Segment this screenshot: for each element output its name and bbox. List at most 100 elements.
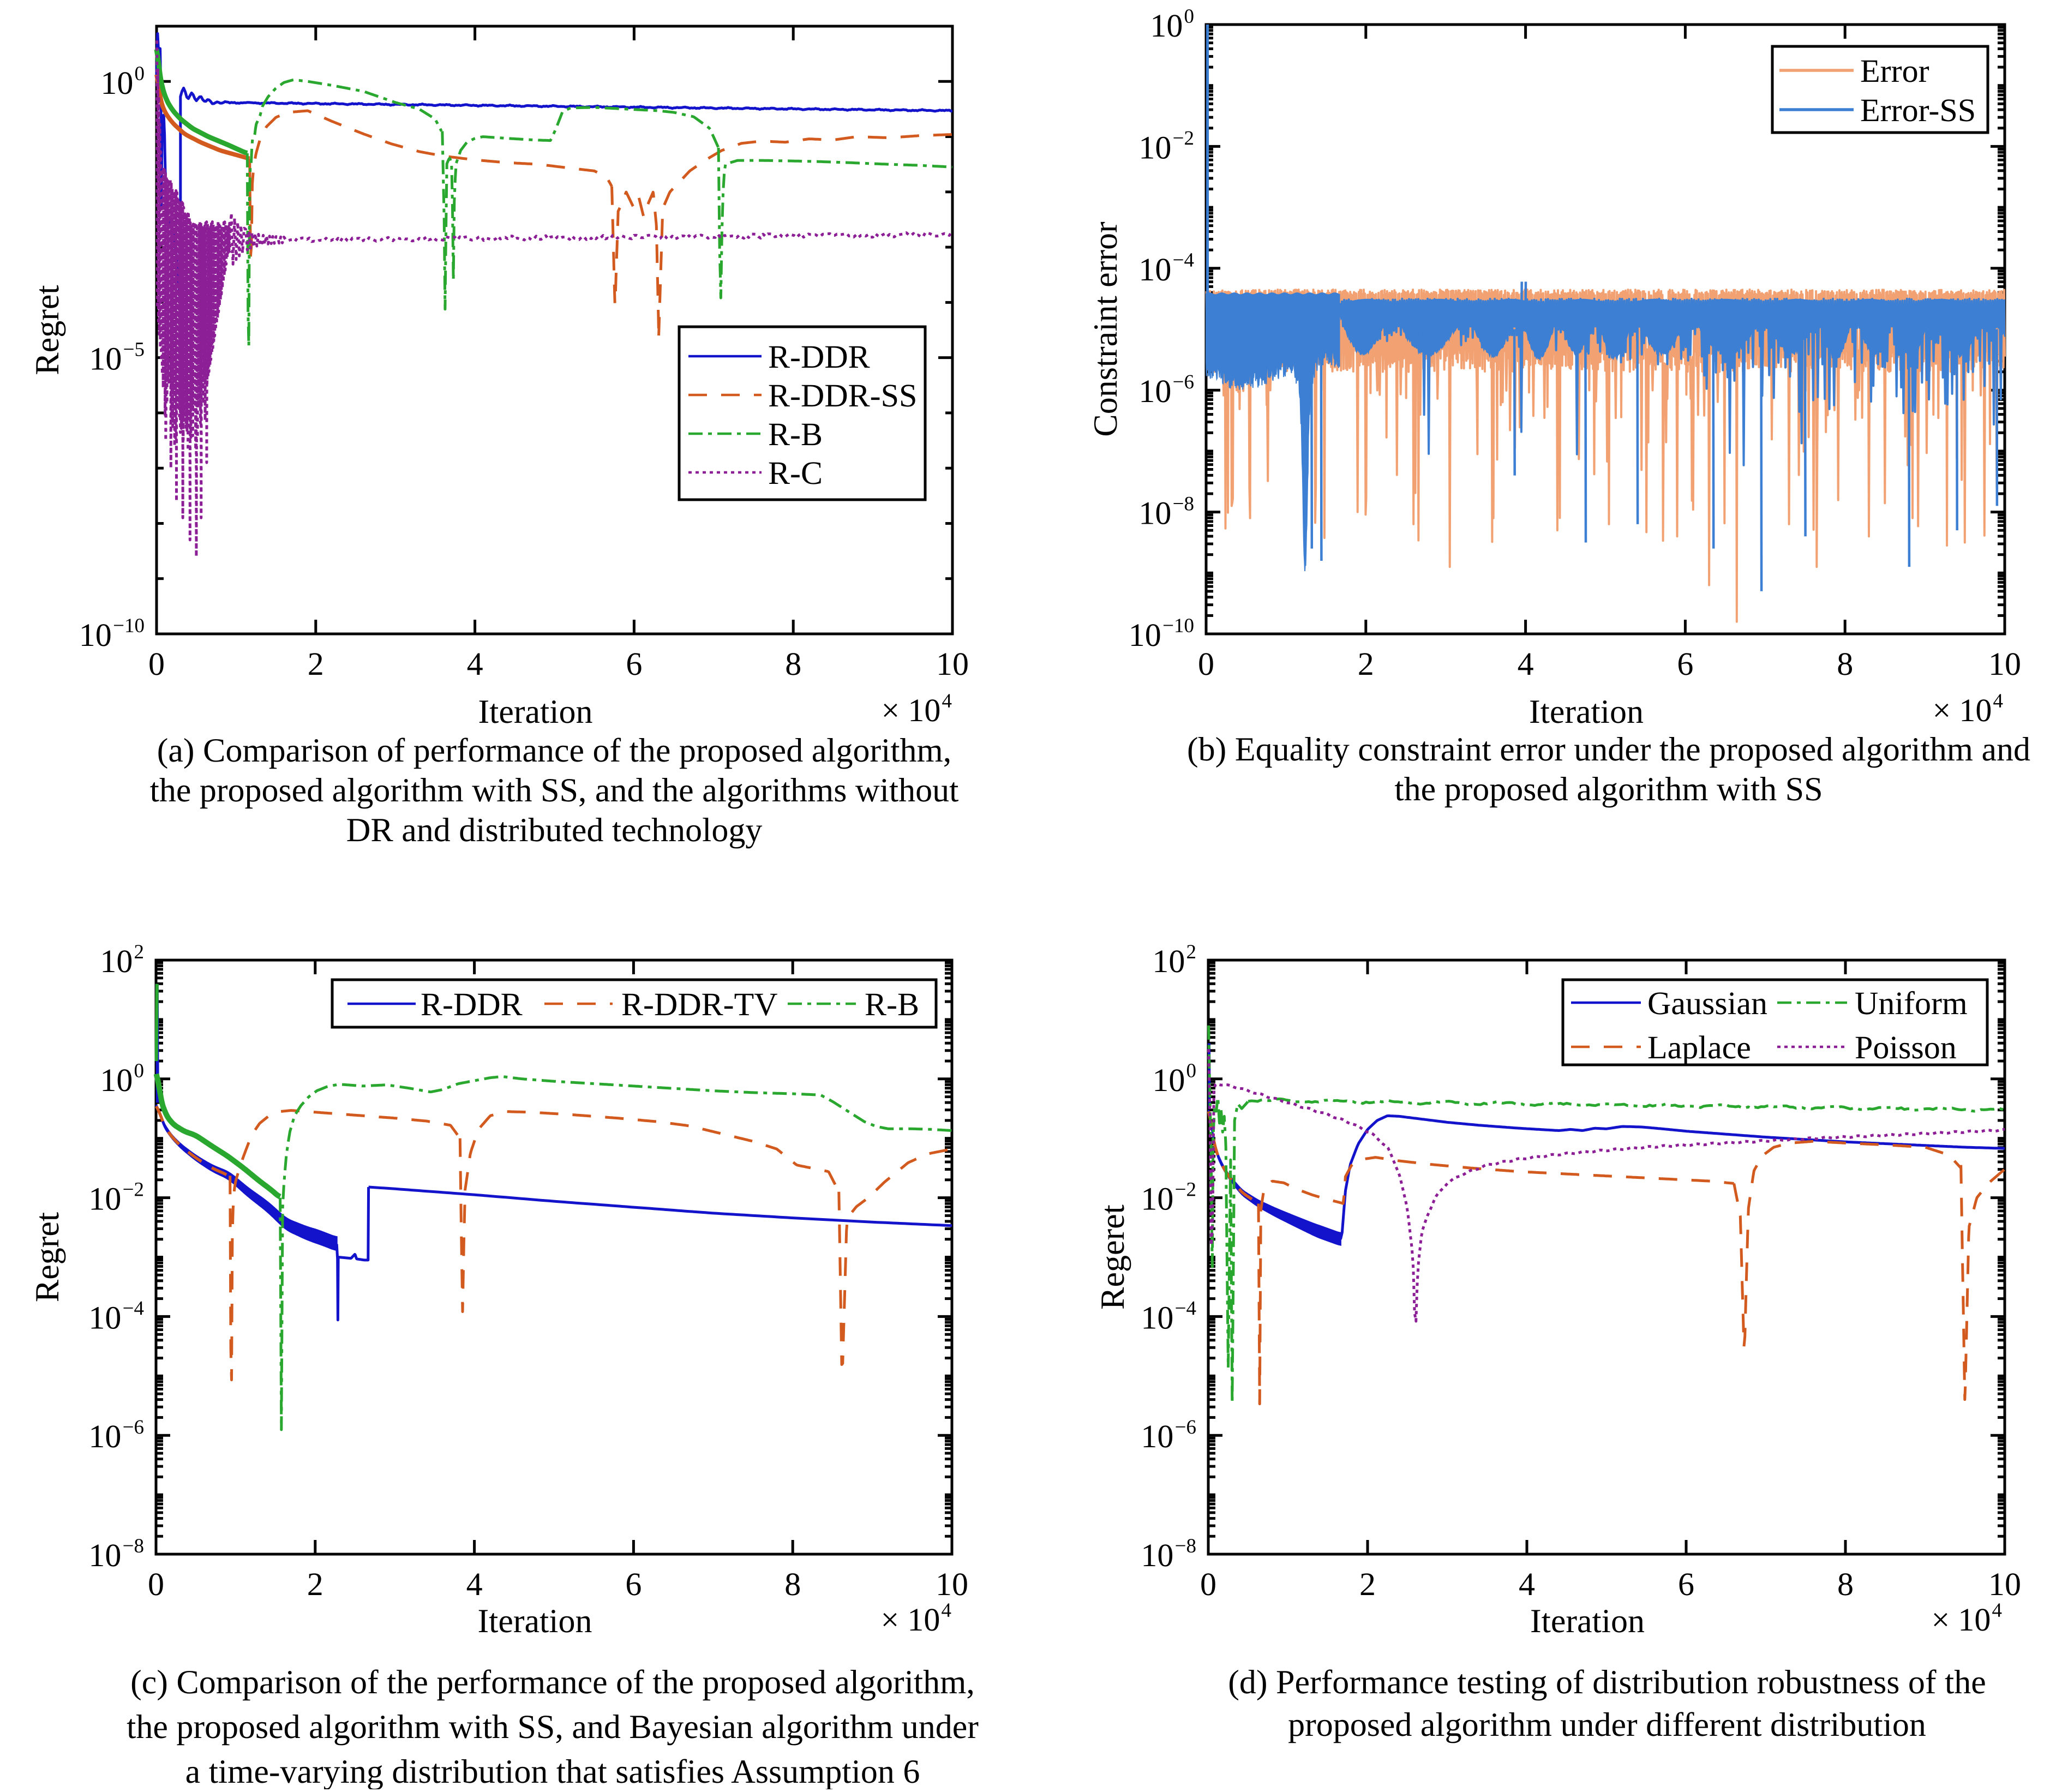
svg-text:R-DDR-TV: R-DDR-TV bbox=[621, 986, 778, 1022]
svg-text:Iteration: Iteration bbox=[1530, 1603, 1645, 1640]
svg-text:8: 8 bbox=[1837, 1566, 1854, 1602]
svg-text:−2: −2 bbox=[123, 1178, 144, 1201]
svg-text:0: 0 bbox=[134, 1060, 145, 1082]
svg-text:−4: −4 bbox=[123, 1297, 144, 1320]
svg-text:the proposed algorithm with SS: the proposed algorithm with SS bbox=[1394, 771, 1823, 808]
svg-text:× 10: × 10 bbox=[882, 692, 941, 728]
svg-text:2: 2 bbox=[134, 941, 145, 963]
svg-text:R-DDR: R-DDR bbox=[421, 986, 523, 1022]
svg-text:4: 4 bbox=[942, 690, 952, 712]
svg-text:× 10: × 10 bbox=[1932, 1602, 1991, 1638]
svg-text:10: 10 bbox=[1141, 1181, 1173, 1217]
svg-text:−2: −2 bbox=[1175, 1178, 1196, 1201]
svg-text:10: 10 bbox=[936, 1566, 968, 1602]
svg-text:4: 4 bbox=[467, 646, 483, 682]
svg-text:2: 2 bbox=[1358, 646, 1374, 682]
svg-text:−4: −4 bbox=[1173, 249, 1194, 272]
svg-text:4: 4 bbox=[1993, 690, 2004, 712]
svg-text:6: 6 bbox=[1677, 646, 1693, 682]
svg-text:10: 10 bbox=[1152, 1062, 1185, 1098]
svg-text:0: 0 bbox=[1198, 646, 1214, 682]
svg-text:10: 10 bbox=[1152, 943, 1185, 979]
svg-text:(a) Comparison of performance: (a) Comparison of performance of the pro… bbox=[157, 732, 952, 769]
svg-text:R-DDR-SS: R-DDR-SS bbox=[768, 377, 917, 413]
svg-text:0: 0 bbox=[148, 1566, 164, 1602]
svg-text:Regeret: Regeret bbox=[1094, 1204, 1131, 1310]
svg-text:−6: −6 bbox=[1173, 371, 1194, 393]
svg-text:Iteration: Iteration bbox=[478, 693, 592, 730]
svg-text:(c) Comparison of the performa: (c) Comparison of the performance of the… bbox=[130, 1664, 975, 1701]
svg-text:10: 10 bbox=[79, 617, 112, 653]
svg-text:0: 0 bbox=[1184, 5, 1195, 28]
svg-text:a time-varying distribution th: a time-varying distribution that satisfi… bbox=[185, 1753, 920, 1789]
svg-text:−2: −2 bbox=[1173, 127, 1194, 149]
svg-text:−6: −6 bbox=[123, 1416, 144, 1439]
svg-text:8: 8 bbox=[785, 646, 801, 682]
svg-text:4: 4 bbox=[1992, 1599, 2003, 1622]
svg-text:Regret: Regret bbox=[29, 285, 66, 375]
svg-text:−10: −10 bbox=[113, 615, 145, 637]
svg-text:10: 10 bbox=[1141, 1418, 1173, 1454]
svg-text:10: 10 bbox=[1129, 617, 1161, 653]
svg-text:−8: −8 bbox=[1175, 1535, 1196, 1557]
svg-text:(b) Equality constraint error: (b) Equality constraint error under the … bbox=[1187, 731, 2030, 768]
svg-text:6: 6 bbox=[626, 646, 642, 682]
svg-text:0: 0 bbox=[135, 63, 145, 85]
svg-text:2: 2 bbox=[1186, 941, 1197, 963]
svg-text:× 10: × 10 bbox=[881, 1602, 940, 1638]
svg-text:Laplace: Laplace bbox=[1647, 1029, 1751, 1065]
svg-text:10: 10 bbox=[89, 341, 122, 377]
svg-text:4: 4 bbox=[1519, 1566, 1535, 1602]
svg-text:the proposed algorithm with SS: the proposed algorithm with SS, and Baye… bbox=[127, 1709, 979, 1746]
svg-text:Poisson: Poisson bbox=[1855, 1029, 1957, 1065]
svg-text:Gaussian: Gaussian bbox=[1647, 985, 1767, 1021]
svg-text:0: 0 bbox=[1186, 1060, 1197, 1082]
svg-text:10: 10 bbox=[1138, 129, 1171, 165]
svg-text:10: 10 bbox=[100, 943, 133, 979]
svg-text:6: 6 bbox=[1678, 1566, 1694, 1602]
svg-text:8: 8 bbox=[784, 1566, 801, 1602]
svg-text:× 10: × 10 bbox=[1933, 692, 1992, 728]
svg-text:R-B: R-B bbox=[865, 986, 919, 1022]
svg-text:6: 6 bbox=[625, 1566, 642, 1602]
svg-text:Constraint error: Constraint error bbox=[1087, 221, 1124, 437]
svg-text:10: 10 bbox=[1141, 1299, 1173, 1335]
svg-text:10: 10 bbox=[88, 1537, 121, 1573]
svg-text:−8: −8 bbox=[1173, 493, 1194, 515]
svg-text:10: 10 bbox=[88, 1299, 121, 1335]
svg-text:10: 10 bbox=[1138, 251, 1171, 287]
svg-text:2: 2 bbox=[307, 1566, 323, 1602]
svg-text:10: 10 bbox=[1988, 646, 2021, 682]
svg-text:2: 2 bbox=[1359, 1566, 1376, 1602]
svg-text:2: 2 bbox=[308, 646, 324, 682]
svg-text:(d) Performance testing of dis: (d) Performance testing of distribution … bbox=[1228, 1664, 1986, 1701]
svg-text:−8: −8 bbox=[123, 1535, 144, 1557]
svg-text:4: 4 bbox=[942, 1599, 952, 1622]
svg-text:10: 10 bbox=[1141, 1537, 1173, 1573]
svg-text:10: 10 bbox=[1138, 373, 1171, 409]
svg-text:8: 8 bbox=[1837, 646, 1853, 682]
svg-text:DR and distributed technology: DR and distributed technology bbox=[346, 812, 763, 849]
svg-text:10: 10 bbox=[1150, 8, 1183, 44]
svg-text:0: 0 bbox=[1200, 1566, 1216, 1602]
svg-text:Uniform: Uniform bbox=[1855, 985, 1968, 1021]
svg-text:R-C: R-C bbox=[768, 455, 823, 491]
svg-text:Iteration: Iteration bbox=[477, 1603, 592, 1640]
svg-text:Error: Error bbox=[1860, 53, 1929, 89]
svg-text:−6: −6 bbox=[1175, 1416, 1196, 1439]
svg-text:4: 4 bbox=[1518, 646, 1534, 682]
svg-text:Regret: Regret bbox=[29, 1212, 66, 1302]
svg-text:−4: −4 bbox=[1175, 1297, 1196, 1320]
svg-text:0: 0 bbox=[148, 646, 165, 682]
svg-text:the proposed algorithm with SS: the proposed algorithm with SS, and the … bbox=[150, 772, 959, 809]
svg-text:10: 10 bbox=[88, 1181, 121, 1217]
svg-text:10: 10 bbox=[1138, 495, 1171, 531]
svg-text:4: 4 bbox=[466, 1566, 483, 1602]
svg-text:R-DDR: R-DDR bbox=[768, 339, 870, 375]
svg-text:10: 10 bbox=[936, 646, 969, 682]
svg-text:−10: −10 bbox=[1162, 615, 1194, 637]
svg-text:10: 10 bbox=[88, 1418, 121, 1454]
svg-text:proposed algorithm under diffe: proposed algorithm under different distr… bbox=[1288, 1706, 1926, 1743]
svg-text:10: 10 bbox=[100, 1062, 133, 1098]
svg-text:10: 10 bbox=[1988, 1566, 2021, 1602]
